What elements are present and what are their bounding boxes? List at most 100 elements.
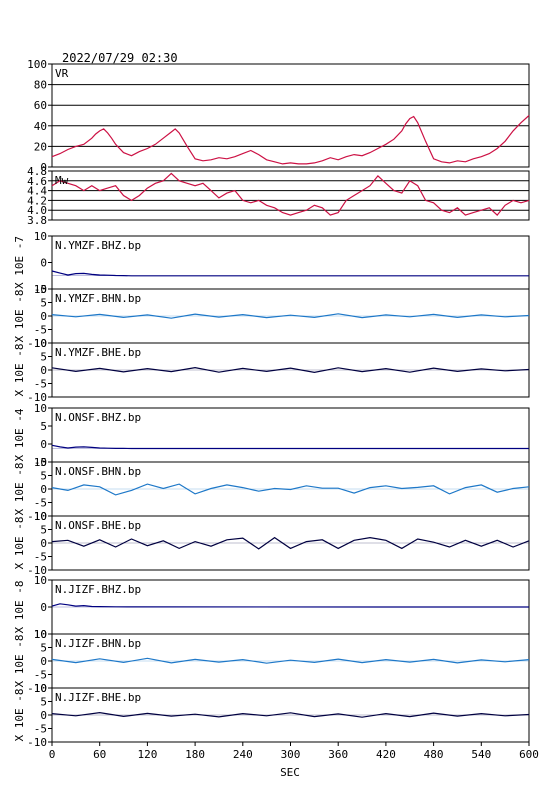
y-tick-label: 10 xyxy=(34,402,47,415)
x-axis-label: SEC xyxy=(280,766,300,779)
panel-title: N.ONSF.BHE.bp xyxy=(55,519,141,532)
y-tick-label: 60 xyxy=(34,99,47,112)
x-tick-label: 0 xyxy=(49,748,56,761)
y-tick-label: -5 xyxy=(34,551,47,564)
panels-group: 100806040200VR4.84.64.44.24.03.8Mw100-5N… xyxy=(13,58,539,761)
y-tick-label: 10 xyxy=(34,456,47,469)
panel-frame xyxy=(51,170,530,221)
y-tick-label: 0 xyxy=(40,161,47,174)
y-tick-label: 5 xyxy=(40,297,47,310)
y-axis-label: X 10E -8 xyxy=(13,635,26,688)
x-tick-label: 240 xyxy=(233,748,253,761)
series-line xyxy=(51,483,530,496)
y-tick-label: 4.4 xyxy=(27,185,47,198)
timestamp-label: 2022/07/29 02:30 xyxy=(62,51,178,65)
y-axis-label: X 10E -8 xyxy=(13,463,26,516)
y-axis-label: X 10E -4 xyxy=(13,408,26,461)
y-tick-label: 5 xyxy=(40,470,47,483)
y-tick-label: 0 xyxy=(40,655,47,668)
y-tick-label: -5 xyxy=(34,456,47,469)
panel-title: Mw xyxy=(55,174,69,187)
y-tick-label: 4.8 xyxy=(27,165,47,178)
series-line xyxy=(51,603,530,608)
y-tick-label: 0 xyxy=(40,483,47,496)
y-tick-label: 10 xyxy=(34,628,47,641)
y-tick-label: 10 xyxy=(34,230,47,243)
y-tick-label: -5 xyxy=(34,378,47,391)
y-tick-label: 10 xyxy=(34,628,47,641)
y-tick-label: 10 xyxy=(34,574,47,587)
series-line xyxy=(51,657,530,664)
y-tick-label: 0 xyxy=(40,709,47,722)
panel-title: N.YMZF.BHN.bp xyxy=(55,292,141,305)
y-axis-label: X 10E -8 xyxy=(13,581,26,634)
x-tick-label: 420 xyxy=(376,748,396,761)
y-tick-label: 10 xyxy=(34,283,47,296)
y-tick-label: 5 xyxy=(40,524,47,537)
panel-onsf_bhz: 10 5 0 -5 N.ONSF.BHZ.bp X 10E -4 xyxy=(13,402,530,469)
y-tick-label: -5 xyxy=(34,669,47,682)
panel-title: N.ONSF.BHZ.bp xyxy=(55,411,141,424)
y-tick-label: 20 xyxy=(34,140,47,153)
series-line xyxy=(51,444,529,450)
x-tick-label: 360 xyxy=(328,748,348,761)
panel-frame xyxy=(51,63,530,168)
series-line xyxy=(51,172,530,216)
y-tick-label: -10 xyxy=(27,510,47,523)
y-tick-label: -5 xyxy=(34,324,47,337)
x-tick-label: 540 xyxy=(471,748,491,761)
y-tick-label: 4.0 xyxy=(27,204,47,217)
y-tick-label: 5 xyxy=(40,642,47,655)
y-tick-label: 100 xyxy=(27,58,47,71)
y-tick-label: 4.2 xyxy=(27,194,47,207)
y-axis-label: X 10E -8 xyxy=(13,517,26,570)
series-line xyxy=(51,366,530,374)
panel-ymzf_bhz: 10 0 -5 N.YMZF.BHZ.bp X 10E -7 xyxy=(13,230,530,296)
y-tick-label: 5 xyxy=(40,696,47,709)
panel-title: N.YMZF.BHE.bp xyxy=(55,346,141,359)
y-axis-label: X 10E -8 xyxy=(13,689,26,742)
panel-title: N.ONSF.BHN.bp xyxy=(55,465,141,478)
y-tick-label: 10 xyxy=(34,510,47,523)
y-tick-label: 10 xyxy=(34,682,47,695)
y-tick-label: 3.8 xyxy=(27,214,47,227)
panel-vr: 100 80 60 40 20 0 VR xyxy=(27,58,530,174)
y-tick-label: -10 xyxy=(27,337,47,350)
x-tick-label: 600 xyxy=(519,748,539,761)
panel-title: N.YMZF.BHZ.bp xyxy=(55,239,141,252)
y-tick-label: 80 xyxy=(34,79,47,92)
series-line xyxy=(51,115,530,165)
panel-mw: 4.84.64.44.24.03.8 Mw xyxy=(27,165,530,227)
y-tick-label: -10 xyxy=(27,564,47,577)
y-tick-label: -10 xyxy=(27,391,47,404)
y-tick-label: -10 xyxy=(27,682,47,695)
x-tick-label: 60 xyxy=(93,748,106,761)
series-line xyxy=(51,711,530,718)
y-tick-label: 4.6 xyxy=(27,175,47,188)
series-line xyxy=(51,313,530,319)
y-tick-label: 10 xyxy=(34,337,47,350)
panel-jizf_bhz: 10 0 10 N.JIZF.BHZ.bp X 10E -8 xyxy=(13,574,530,641)
y-tick-label: -5 xyxy=(34,497,47,510)
series-line xyxy=(51,270,529,277)
x-tick-label: 300 xyxy=(281,748,301,761)
panel-title: N.JIZF.BHZ.bp xyxy=(55,583,141,596)
y-tick-label: 0 xyxy=(40,257,47,270)
y-tick-label: 5 xyxy=(40,420,47,433)
series-line xyxy=(51,536,530,550)
y-tick-label: 40 xyxy=(34,120,47,133)
y-tick-label: 0 xyxy=(40,310,47,323)
y-tick-label: -5 xyxy=(34,283,47,296)
y-tick-label: 0 xyxy=(40,601,47,614)
y-tick-label: 0 xyxy=(40,537,47,550)
y-tick-label: -10 xyxy=(27,736,47,749)
y-tick-label: -5 xyxy=(34,723,47,736)
